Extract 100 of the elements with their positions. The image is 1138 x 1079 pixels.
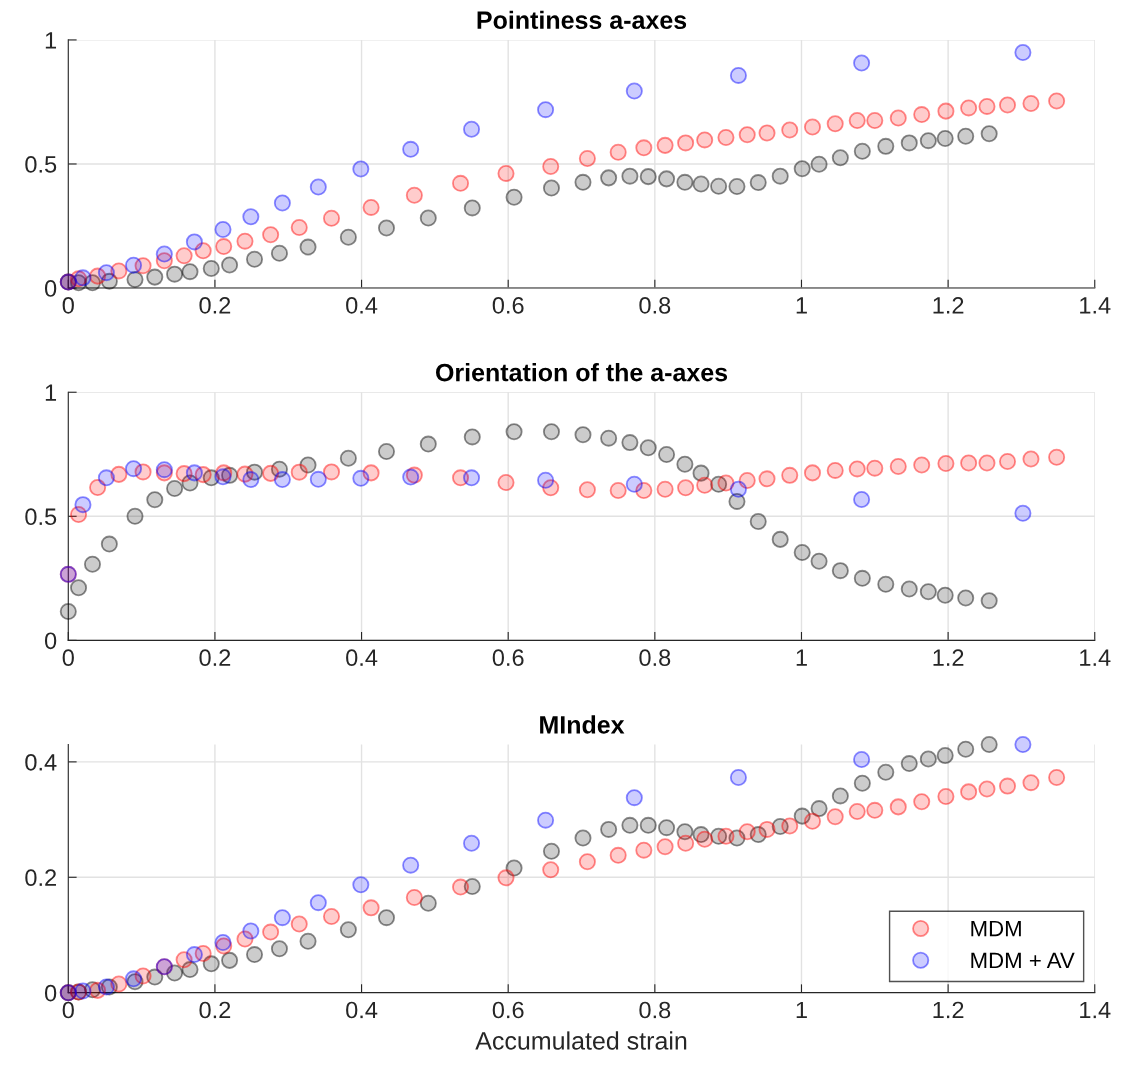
point bbox=[1022, 774, 1040, 792]
point bbox=[452, 174, 470, 192]
point bbox=[574, 829, 592, 847]
point bbox=[339, 228, 357, 246]
point bbox=[578, 853, 596, 871]
x-tick-label: 0.8 bbox=[639, 1001, 671, 1019]
point bbox=[625, 789, 643, 807]
x-tick-label: 0 bbox=[62, 1001, 74, 1019]
x-tick-label: 1 bbox=[796, 649, 807, 666]
point bbox=[957, 589, 975, 607]
point bbox=[853, 774, 871, 792]
y-tick-label: 0.4 bbox=[25, 753, 57, 771]
y-tick-label: 0 bbox=[44, 984, 57, 1002]
point bbox=[738, 126, 756, 144]
point bbox=[831, 787, 849, 805]
point bbox=[978, 97, 996, 115]
point bbox=[362, 198, 380, 216]
x-tick-label: 1.2 bbox=[933, 1001, 964, 1019]
point bbox=[793, 160, 811, 178]
point bbox=[919, 583, 937, 601]
x-tick-label: 0.2 bbox=[199, 649, 231, 667]
point bbox=[639, 816, 657, 834]
chart-title: Orientation of the a-axes bbox=[436, 363, 728, 382]
point bbox=[155, 245, 173, 263]
point bbox=[729, 768, 747, 786]
point bbox=[758, 820, 776, 838]
point bbox=[621, 434, 639, 452]
point bbox=[853, 751, 871, 769]
point bbox=[574, 173, 592, 191]
point bbox=[273, 471, 291, 489]
point bbox=[866, 112, 884, 130]
x-tick-label: 0.6 bbox=[492, 649, 524, 667]
point bbox=[960, 783, 978, 801]
point bbox=[419, 435, 437, 453]
point bbox=[980, 125, 998, 143]
point bbox=[676, 455, 694, 473]
y-tick-label: 1 bbox=[45, 32, 57, 49]
point bbox=[1022, 94, 1040, 112]
point bbox=[83, 555, 101, 573]
point bbox=[97, 264, 115, 282]
point bbox=[609, 143, 627, 161]
point bbox=[452, 878, 470, 896]
point bbox=[215, 238, 233, 256]
point bbox=[696, 131, 714, 149]
point bbox=[70, 579, 88, 597]
point bbox=[889, 457, 907, 475]
point bbox=[793, 544, 811, 562]
point bbox=[377, 443, 395, 461]
point bbox=[463, 120, 481, 138]
point bbox=[781, 466, 799, 484]
point bbox=[242, 208, 260, 226]
point bbox=[542, 861, 560, 879]
point bbox=[803, 464, 821, 482]
point bbox=[625, 475, 643, 493]
point bbox=[402, 856, 420, 874]
point bbox=[309, 178, 327, 196]
point bbox=[635, 841, 653, 859]
point bbox=[262, 923, 280, 941]
point bbox=[900, 134, 918, 152]
y-tick-label: 0 bbox=[44, 632, 57, 650]
point bbox=[322, 463, 341, 481]
point bbox=[717, 827, 735, 845]
point bbox=[1014, 44, 1032, 62]
point bbox=[635, 139, 653, 157]
point bbox=[542, 842, 560, 860]
point bbox=[692, 175, 710, 193]
point bbox=[998, 777, 1017, 795]
point bbox=[578, 150, 596, 168]
y-tick-label: 1 bbox=[45, 384, 57, 401]
point bbox=[537, 811, 555, 829]
point bbox=[1048, 92, 1066, 110]
point bbox=[853, 490, 871, 508]
point bbox=[242, 922, 260, 940]
point bbox=[246, 946, 264, 964]
point bbox=[419, 209, 437, 227]
point bbox=[826, 461, 844, 479]
point bbox=[919, 132, 937, 150]
point bbox=[273, 909, 291, 927]
x-tick-label: 0 bbox=[62, 296, 74, 314]
point bbox=[236, 232, 254, 250]
point bbox=[574, 426, 592, 444]
point bbox=[166, 265, 184, 283]
x-tick-label: 0 bbox=[62, 649, 74, 667]
point bbox=[125, 460, 143, 478]
point bbox=[463, 199, 481, 217]
point bbox=[936, 747, 954, 765]
point bbox=[656, 838, 674, 856]
point bbox=[937, 454, 955, 472]
point bbox=[463, 428, 481, 446]
point bbox=[900, 580, 918, 598]
point bbox=[214, 933, 232, 951]
point bbox=[998, 96, 1017, 114]
x-tick-label: 1.2 bbox=[933, 296, 964, 314]
legend-label: MDM bbox=[971, 920, 1021, 937]
point bbox=[696, 830, 714, 848]
point bbox=[717, 128, 735, 146]
chart-title: Pointiness a-axes bbox=[477, 10, 687, 30]
point bbox=[656, 480, 674, 498]
point bbox=[1048, 768, 1066, 786]
point bbox=[848, 112, 866, 130]
